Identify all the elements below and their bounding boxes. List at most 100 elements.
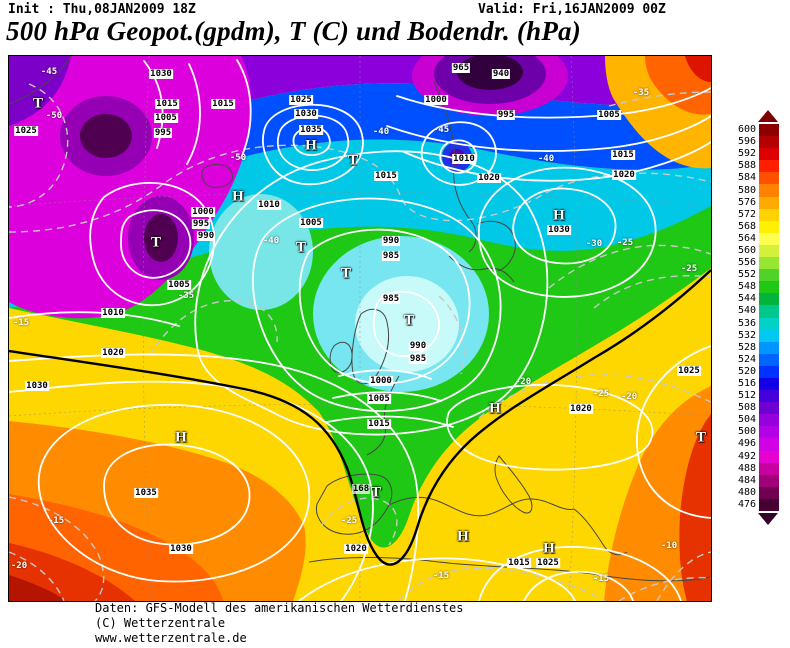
- legend-value: 536: [737, 317, 756, 329]
- legend-swatch: [759, 196, 779, 209]
- legend-swatch: [759, 172, 779, 185]
- legend-entry: 596: [722, 136, 780, 149]
- legend-entry: 540: [722, 305, 780, 318]
- legend-value: 568: [737, 220, 756, 232]
- legend-value: 488: [737, 462, 756, 474]
- legend-value: 584: [737, 172, 756, 184]
- legend-swatch: [759, 498, 779, 511]
- legend-entry: 520: [722, 365, 780, 378]
- legend-value: 556: [737, 257, 756, 269]
- legend-swatch: [759, 184, 779, 197]
- legend-value: 516: [737, 378, 756, 390]
- legend-value: 528: [737, 341, 756, 353]
- legend-value: 504: [737, 414, 756, 426]
- legend-value: 560: [737, 244, 756, 256]
- legend-value: 520: [737, 365, 756, 377]
- legend-arrow-down: [758, 513, 778, 525]
- legend-entry: 568: [722, 220, 780, 233]
- legend-entry: 536: [722, 317, 780, 330]
- legend-value: 508: [737, 402, 756, 414]
- legend-swatch: [759, 390, 779, 403]
- legend-value: 484: [737, 474, 756, 486]
- legend-entry: 524: [722, 353, 780, 366]
- legend-value: 552: [737, 269, 756, 281]
- legend-entry: 512: [722, 390, 780, 403]
- legend-entry: 548: [722, 281, 780, 294]
- legend-entry: 496: [722, 438, 780, 451]
- isobar-layer: [9, 59, 711, 601]
- legend-value: 500: [737, 426, 756, 438]
- legend-swatch: [759, 208, 779, 221]
- legend-value: 572: [737, 208, 756, 220]
- legend-swatch: [759, 341, 779, 354]
- legend-arrow-up: [758, 110, 778, 122]
- legend-swatch: [759, 220, 779, 233]
- legend-value: 564: [737, 232, 756, 244]
- legend-swatch: [759, 329, 779, 342]
- legend-swatch: [759, 426, 779, 439]
- legend-entry: 564: [722, 232, 780, 245]
- legend-value: 592: [737, 148, 756, 160]
- credits-line-1: Daten: GFS-Modell des amerikanischen Wet…: [95, 601, 464, 615]
- legend-swatch: [759, 293, 779, 306]
- legend-swatch: [759, 257, 779, 270]
- legend-value: 596: [737, 136, 756, 148]
- legend-swatch: [759, 281, 779, 294]
- legend-entry: 576: [722, 196, 780, 209]
- legend-entry: 508: [722, 402, 780, 415]
- legend-entry: 544: [722, 293, 780, 306]
- legend-entry: 488: [722, 462, 780, 475]
- legend-entry: 592: [722, 148, 780, 161]
- legend-swatch: [759, 462, 779, 475]
- credits-line-2: (C) Wetterzentrale: [95, 616, 226, 630]
- legend-entry: 600: [722, 124, 780, 137]
- legend-swatch: [759, 353, 779, 366]
- legend-swatch: [759, 402, 779, 415]
- legend-value: 580: [737, 184, 756, 196]
- legend-value: 512: [737, 390, 756, 402]
- legend-entry: 560: [722, 244, 780, 258]
- legend-entry: 516: [722, 377, 780, 391]
- temperature-contour-layer: [9, 83, 711, 601]
- legend-value: 544: [737, 293, 756, 305]
- legend-swatch: [759, 305, 779, 318]
- legend-swatch: [759, 414, 779, 427]
- legend-entry: 528: [722, 341, 780, 354]
- legend-entry: 476: [722, 498, 780, 511]
- legend-value: 476: [737, 498, 756, 510]
- legend-entry: 552: [722, 269, 780, 282]
- legend-swatch: [759, 377, 779, 391]
- legend-value: 600: [737, 124, 756, 136]
- legend-swatch: [759, 160, 779, 173]
- legend-value: 524: [737, 353, 756, 365]
- legend-entry: 572: [722, 208, 780, 221]
- legend-swatch: [759, 365, 779, 378]
- graticule-layer: [9, 56, 711, 601]
- legend-entry: 504: [722, 414, 780, 427]
- legend: 600 596 592 588 584 580 576 572 568 564 560 556 552 5…: [722, 110, 780, 525]
- legend-entry: 580: [722, 184, 780, 197]
- legend-value: 492: [737, 450, 756, 462]
- page-title: 500 hPa Geopot.(gpdm), T (C) und Bodendr…: [6, 16, 581, 46]
- legend-entry: 484: [722, 474, 780, 487]
- legend-swatch: [759, 474, 779, 487]
- legend-swatch: [759, 148, 779, 161]
- legend-swatch: [759, 269, 779, 282]
- legend-swatch: [759, 450, 779, 463]
- legend-entry: 588: [722, 160, 780, 173]
- legend-entry: 532: [722, 329, 780, 342]
- legend-entry: 480: [722, 486, 780, 499]
- init-time-label: Init : Thu,08JAN2009 18Z: [8, 2, 196, 17]
- legend-value: 540: [737, 305, 756, 317]
- legend-swatch: [759, 124, 779, 137]
- legend-swatch: [759, 438, 779, 451]
- valid-time-label: Valid: Fri,16JAN2009 00Z: [478, 2, 666, 17]
- map-area: -45 1030 T -50 1025 1015 1005 995 1015 -50 1025 103…: [8, 55, 712, 602]
- credits-line-3: www.wetterzentrale.de: [95, 631, 247, 645]
- legend-value: 588: [737, 160, 756, 172]
- legend-entry: 492: [722, 450, 780, 463]
- legend-entry: 500: [722, 426, 780, 439]
- legend-value: 496: [737, 438, 756, 450]
- legend-value: 548: [737, 281, 756, 293]
